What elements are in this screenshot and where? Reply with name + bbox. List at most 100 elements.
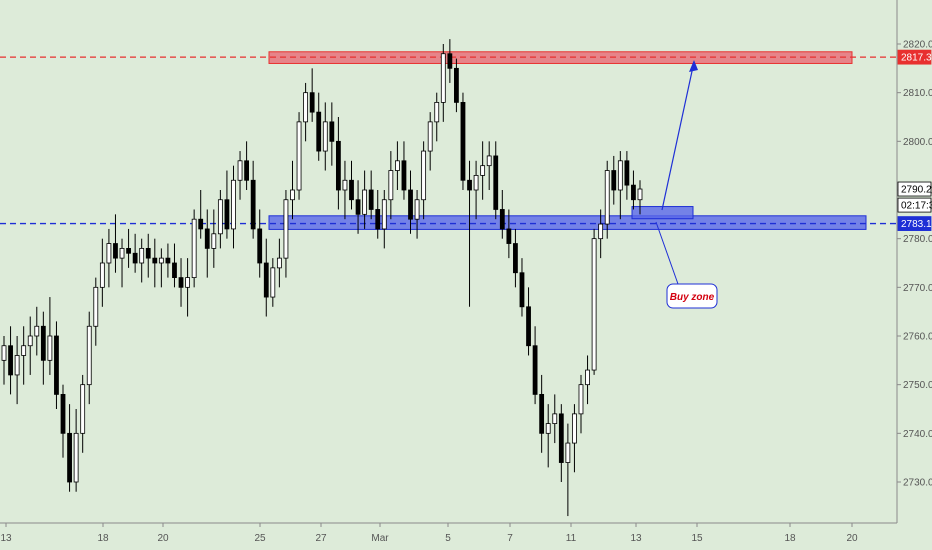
candle-body <box>447 53 453 69</box>
resistance-badge-label: 2817.3 <box>901 53 932 64</box>
candle <box>290 160 295 220</box>
callout-pointer <box>655 221 679 285</box>
candle <box>480 141 486 200</box>
candle <box>270 258 276 307</box>
candle-body <box>93 286 99 327</box>
candle-body <box>454 67 459 103</box>
candle-body <box>617 160 623 191</box>
candle-body <box>152 257 158 264</box>
candle-body <box>40 325 46 361</box>
candle <box>73 409 79 492</box>
candle-body <box>165 257 171 264</box>
candle <box>106 228 112 288</box>
candle <box>217 190 223 249</box>
candle-body <box>572 413 577 444</box>
candle-body <box>480 165 486 176</box>
y-tick-label: 2760.0 <box>903 332 932 343</box>
candle-body <box>8 345 13 376</box>
candle <box>565 423 571 517</box>
candle <box>224 170 230 239</box>
candle <box>8 326 13 395</box>
candle-body <box>440 53 446 103</box>
candle <box>342 160 348 220</box>
candle <box>611 155 617 205</box>
candle-body <box>303 92 309 123</box>
candle <box>257 209 263 278</box>
support-badge: 2783.1 <box>897 216 932 231</box>
candle <box>381 190 387 249</box>
candle <box>67 404 72 492</box>
candle <box>276 238 282 288</box>
candle <box>198 190 204 239</box>
candle-body <box>21 345 27 356</box>
candle <box>506 209 512 259</box>
badges-layer: 2817.3 2790.2 02:17:33 2783.1 <box>897 49 932 231</box>
candle <box>86 311 92 405</box>
candle-body <box>552 413 558 425</box>
candle <box>552 394 558 444</box>
candle-body <box>126 247 131 254</box>
candle <box>139 238 145 283</box>
candle <box>395 141 400 190</box>
x-tick-label: 25 <box>254 533 266 544</box>
candle-body <box>604 170 610 225</box>
candle <box>460 92 466 190</box>
target-arrow <box>661 61 695 211</box>
candle-body <box>257 228 263 264</box>
candle-body <box>67 432 72 483</box>
candle <box>355 180 361 234</box>
candle-body <box>499 209 505 230</box>
candle-body <box>27 335 33 347</box>
candle-body <box>368 189 374 210</box>
x-tick-label: 27 <box>315 533 327 544</box>
last_price-badge-bg <box>897 181 932 197</box>
candle <box>34 306 40 356</box>
candle <box>427 112 433 171</box>
candle-body <box>237 160 243 181</box>
candle-body <box>329 121 335 142</box>
candle-body <box>231 179 236 230</box>
candle-body <box>296 121 302 191</box>
candle-body <box>132 252 138 264</box>
x-tick-label: 20 <box>157 533 169 544</box>
candle-body <box>467 179 472 191</box>
candle-body <box>395 160 400 171</box>
candle <box>624 151 630 200</box>
candle <box>545 404 551 468</box>
candle-body <box>611 170 617 191</box>
y-tick-label: 2770.0 <box>903 283 932 294</box>
support-badge-bg <box>897 216 932 231</box>
candle-body <box>414 199 420 220</box>
annotation-layer: Buy zone <box>655 60 718 309</box>
candle <box>362 170 368 229</box>
candle <box>54 321 59 409</box>
candle <box>598 209 604 259</box>
resistance-badge-bg <box>897 49 932 65</box>
candle <box>303 82 309 142</box>
callout-box <box>666 283 718 309</box>
candle <box>434 92 440 142</box>
candle-body <box>263 262 269 298</box>
candle <box>113 214 118 273</box>
y-tick-label: 2800.0 <box>903 137 932 148</box>
candle-body <box>316 111 322 152</box>
x-tick-label: 15 <box>691 533 703 544</box>
x-tick-label: 18 <box>97 533 109 544</box>
candle-body <box>99 262 105 288</box>
x-tick-label: 13 <box>0 533 12 544</box>
candle <box>539 374 545 453</box>
candle-body <box>60 393 66 434</box>
candle <box>414 190 420 239</box>
candle <box>486 141 492 190</box>
resistance-badge: 2817.3 <box>897 49 932 65</box>
candle <box>152 238 158 288</box>
candle-body <box>198 218 204 230</box>
candle-body <box>54 335 59 395</box>
candle <box>467 160 472 307</box>
candle <box>296 112 302 200</box>
candle <box>250 160 256 239</box>
candle <box>132 233 138 273</box>
